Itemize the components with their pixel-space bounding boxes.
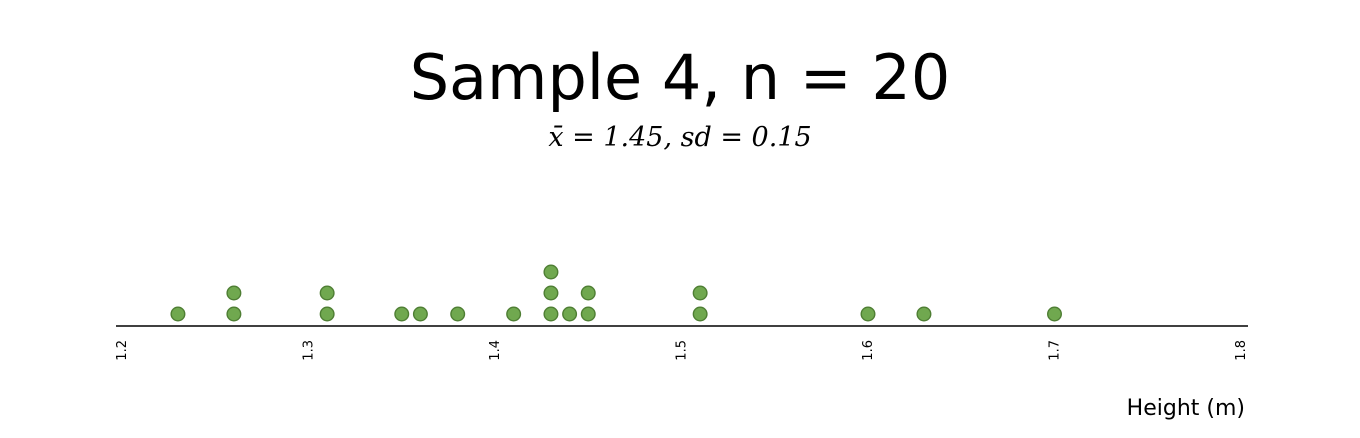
data-point xyxy=(506,306,522,322)
data-point xyxy=(692,306,708,322)
data-point xyxy=(543,285,559,301)
data-point xyxy=(580,285,596,301)
x-tick-label: 1.2 xyxy=(115,340,130,361)
data-point xyxy=(562,306,578,322)
data-point xyxy=(319,285,335,301)
data-point xyxy=(412,306,428,322)
x-tick-label: 1.7 xyxy=(1048,340,1063,361)
x-axis-label: Height (m) xyxy=(1127,396,1245,421)
data-point xyxy=(319,306,335,322)
data-point xyxy=(226,285,242,301)
data-point xyxy=(170,306,186,322)
data-point xyxy=(543,264,559,280)
chart-subtitle: x̄ = 1.45, sd = 0.15 xyxy=(548,122,812,153)
data-point xyxy=(543,306,559,322)
data-point xyxy=(450,306,466,322)
data-point xyxy=(226,306,242,322)
data-point xyxy=(580,306,596,322)
x-tick-label: 1.3 xyxy=(302,340,317,361)
x-tick-labels: 1.2 1.3 1.4 1.5 1.6 1.7 1.8 xyxy=(115,340,1249,361)
chart-title: Sample 4, n = 20 xyxy=(409,41,951,114)
x-tick-label: 1.6 xyxy=(861,340,876,361)
data-point xyxy=(394,306,410,322)
x-tick-label: 1.4 xyxy=(488,340,503,361)
data-point xyxy=(1046,306,1062,322)
data-point xyxy=(860,306,876,322)
x-tick-label: 1.8 xyxy=(1234,340,1249,361)
data-point xyxy=(692,285,708,301)
data-points xyxy=(170,264,1062,322)
data-point xyxy=(916,306,932,322)
x-tick-label: 1.5 xyxy=(675,340,690,361)
